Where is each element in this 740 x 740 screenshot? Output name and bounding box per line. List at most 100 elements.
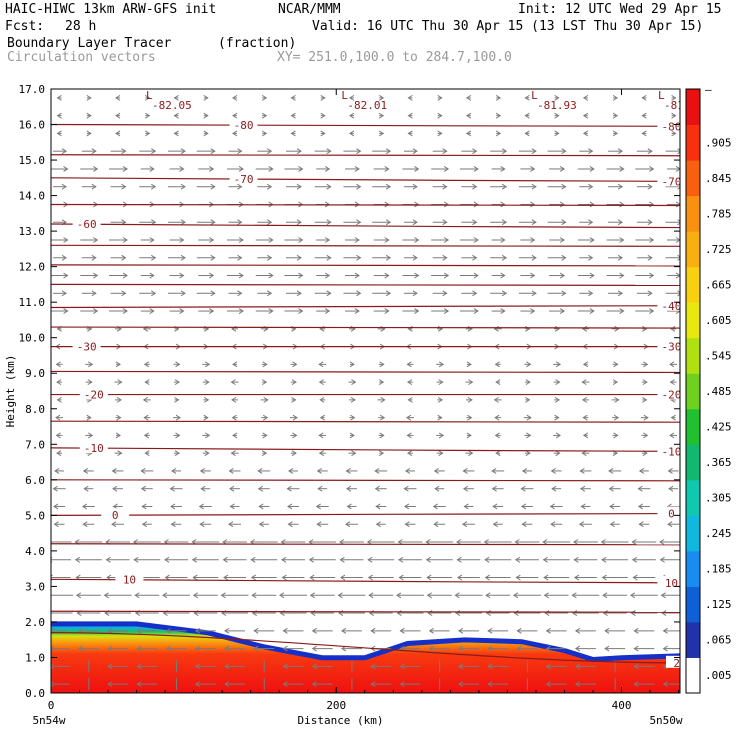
wind-vector-head <box>367 574 373 581</box>
y-tick-label: 3.0 <box>25 580 45 593</box>
wind-vector-head <box>318 432 324 439</box>
wind-vector-head <box>637 485 643 492</box>
wind-vector-head <box>614 325 620 332</box>
wind-vector-head <box>63 272 69 279</box>
wind-vector-head <box>473 308 479 314</box>
wind-vector-head <box>559 272 566 279</box>
wind-vector-head <box>544 610 550 616</box>
wind-vector-head <box>659 556 665 563</box>
colorbar-label: .365 <box>705 456 732 469</box>
wind-vector-head <box>442 254 448 261</box>
wind-vector-head <box>210 148 216 155</box>
wind-vector-head <box>525 325 531 332</box>
wind-vector-head <box>629 592 636 599</box>
wind-vector-head <box>530 166 536 172</box>
wind-vector-head <box>456 556 462 563</box>
wind-vector-head <box>378 450 385 457</box>
wind-vector-head <box>349 94 355 101</box>
isotherm-label: -40 <box>662 300 682 313</box>
wind-vector-head <box>375 503 381 510</box>
wind-vector-head <box>115 112 121 119</box>
wind-vector-head <box>262 361 268 368</box>
contour-label-bg <box>657 174 680 187</box>
wind-vector-head <box>136 663 142 670</box>
isotherm-label: 0 <box>668 508 675 521</box>
wind-vector-head <box>143 432 150 439</box>
contour-label-bg <box>657 387 680 400</box>
colorbar-swatch <box>686 337 700 374</box>
wind-vector-head <box>179 166 185 172</box>
wind-vector-head <box>349 112 355 119</box>
wind-vector-head <box>515 574 521 581</box>
wind-vector-head <box>630 610 636 616</box>
wind-vector-head <box>174 450 180 457</box>
wind-vector-head <box>51 645 54 652</box>
wind-vector-head <box>210 254 216 261</box>
isotherm-line <box>51 370 680 374</box>
wind-vector-head <box>169 485 175 492</box>
title-left: HAIC-HIWC 13km ARW-GFS init <box>5 2 217 17</box>
wind-vector-head <box>398 574 404 581</box>
wind-vector-head <box>399 627 405 634</box>
wind-vector-head <box>151 183 157 190</box>
wind-vector-head <box>63 166 69 172</box>
wind-vector-head <box>194 681 201 688</box>
wind-vector-head <box>296 148 302 155</box>
wind-vector-head <box>466 361 472 368</box>
wind-vector-head <box>613 414 620 421</box>
wind-vector-head <box>210 219 216 226</box>
wind-vector-head <box>579 468 585 474</box>
wind-vector-head <box>442 148 448 155</box>
wind-vector-head <box>404 521 410 528</box>
wind-vector-head <box>145 112 151 119</box>
tracer-edge <box>51 621 680 663</box>
colorbar-swatch <box>686 231 700 268</box>
wind-vector-head <box>290 112 296 119</box>
x-tick-label: 0 <box>48 699 55 712</box>
wind-vector-head <box>257 485 263 492</box>
wind-vector-head <box>117 379 123 386</box>
wind-vector-head <box>298 166 304 172</box>
wind-vector-head <box>677 148 680 155</box>
wind-vector-head <box>531 219 537 226</box>
wind-vector-head <box>149 308 155 314</box>
wind-vector-head <box>292 361 298 368</box>
wind-vector-head <box>298 237 304 243</box>
wind-vector-head <box>231 414 237 421</box>
wind-vector-head <box>74 556 81 563</box>
wind-vector-head <box>668 485 674 492</box>
wind-vector-head <box>238 166 244 172</box>
wind-vector-head <box>82 468 89 474</box>
wind-vector-head <box>531 183 537 190</box>
colorbar-label: .065 <box>705 634 732 647</box>
wind-vector-head <box>582 361 589 368</box>
wind-vector-head <box>324 237 331 243</box>
wind-vector-head <box>55 414 61 421</box>
wind-vector-head <box>262 414 269 421</box>
wind-vector-head <box>194 663 201 670</box>
wind-vector-head <box>180 148 186 155</box>
wind-vector-head <box>53 521 59 528</box>
wind-vector-head <box>86 112 92 119</box>
isotherm-line <box>51 177 680 182</box>
wind-vector-head <box>194 627 201 634</box>
colorbar-label: .665 <box>705 278 732 291</box>
wind-vector-head <box>375 521 381 528</box>
wind-vector-head <box>631 539 637 545</box>
wind-vector-head <box>531 148 537 155</box>
contour-label-bg <box>666 655 680 668</box>
wind-vector-head <box>647 290 653 297</box>
wind-vector-head <box>56 94 62 101</box>
wind-vector-head <box>93 272 99 279</box>
wind-vector-head <box>367 556 373 563</box>
vectors-label: Circulation vectors <box>7 50 156 65</box>
isotherm-line <box>51 264 680 267</box>
wind-vector-head <box>493 396 499 403</box>
wind-vector-head <box>354 308 360 314</box>
wind-vector-head <box>326 254 332 261</box>
wind-vector-head <box>561 183 567 190</box>
wind-vector-head <box>397 556 404 563</box>
y-tick-label: 4.0 <box>25 545 45 558</box>
wind-vector-head <box>649 166 655 172</box>
